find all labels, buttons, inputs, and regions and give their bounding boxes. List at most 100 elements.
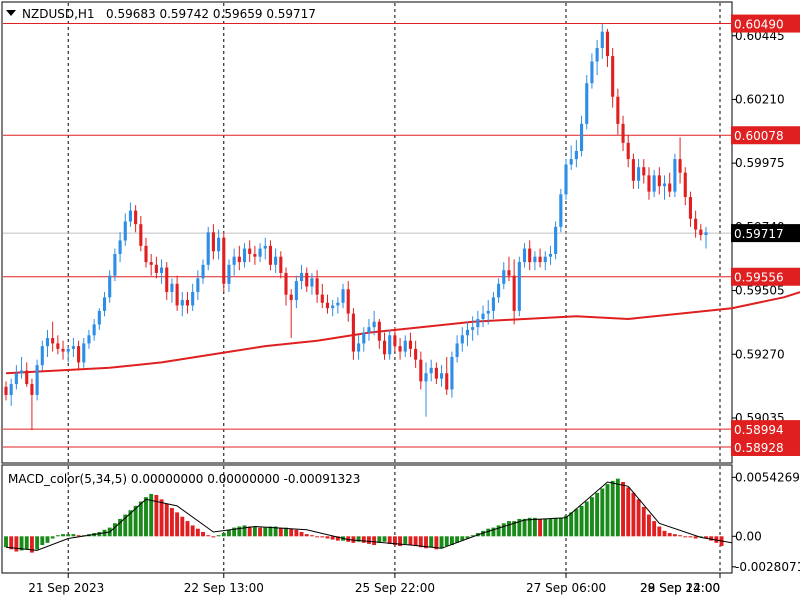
macd-bar	[278, 527, 283, 537]
macd-bar	[247, 526, 252, 537]
bull-candle	[460, 335, 464, 344]
collapse-triangle-icon[interactable]	[6, 10, 16, 16]
bear-candle	[77, 346, 81, 363]
macd-bar	[221, 533, 226, 537]
macd-bar	[164, 503, 169, 537]
bull-candle	[533, 256, 537, 263]
bull-candle	[201, 264, 205, 279]
level-label-box	[731, 267, 800, 286]
macd-bar	[315, 536, 320, 538]
macd-bar	[66, 534, 71, 537]
macd-bar	[434, 536, 439, 550]
macd-bar	[149, 493, 154, 537]
bear-candle	[699, 229, 703, 235]
bear-candle	[320, 294, 324, 303]
bear-candle	[621, 123, 625, 143]
bear-candle	[30, 384, 34, 395]
bear-candle	[657, 175, 661, 187]
bull-candle	[450, 356, 454, 390]
macd-bar	[268, 526, 273, 537]
bear-candle	[408, 340, 412, 349]
macd-bar	[76, 535, 81, 537]
bear-candle	[377, 321, 381, 341]
bull-candle	[600, 31, 604, 48]
macd-bar	[304, 534, 309, 537]
macd-bar	[538, 518, 543, 537]
macd-bar	[507, 521, 511, 537]
macd-bar	[367, 536, 371, 544]
bull-candle	[559, 194, 563, 227]
bull-candle	[580, 123, 584, 151]
bear-candle	[25, 370, 29, 385]
bull-candle	[357, 343, 361, 352]
bull-candle	[102, 297, 107, 311]
bear-candle	[528, 248, 532, 263]
macd-bar	[605, 484, 610, 537]
bear-candle	[611, 56, 615, 97]
time-axis: 21 Sep 2023 22 Sep 13:00 25 Sep 22:00 27 Se…	[28, 573, 721, 595]
macd-bar	[309, 535, 314, 537]
macd-bar	[429, 536, 434, 548]
macd-bar	[346, 536, 351, 542]
bull-candle	[35, 365, 39, 395]
macd-bar	[387, 536, 392, 544]
time-tick-label: 29 Sep 22:00	[640, 581, 720, 595]
macd-bar	[123, 514, 128, 537]
bear-candle	[538, 256, 542, 263]
level-label-box	[731, 14, 800, 33]
bull-candle	[300, 272, 304, 282]
macd-bar	[377, 536, 382, 543]
candles-layer	[4, 23, 708, 431]
macd-bar	[657, 526, 662, 537]
bull-candle	[595, 47, 599, 62]
bull-candle	[310, 278, 314, 287]
bull-candle	[258, 248, 262, 257]
macd-pane[interactable]: 0.0054269 0.00 -0.0028071 MACD_color(5,34,…	[1, 464, 800, 574]
macd-bar	[455, 536, 460, 543]
macd-bar	[501, 523, 506, 537]
macd-bar	[50, 536, 55, 539]
bull-candle	[232, 256, 236, 265]
level-label: 0.58928	[734, 441, 784, 455]
bear-candle	[393, 335, 397, 347]
bear-candle	[414, 348, 418, 360]
bear-candle	[279, 256, 283, 273]
bear-candle	[185, 300, 190, 306]
bull-candle	[554, 226, 558, 254]
bear-candle	[4, 386, 8, 395]
macd-bar	[392, 536, 397, 545]
macd-bar	[548, 518, 553, 537]
macd-signal-layer	[5, 481, 732, 551]
bull-candle	[160, 267, 164, 273]
macd-bar	[289, 528, 294, 537]
bull-candle	[585, 83, 589, 124]
bear-candle	[616, 96, 620, 124]
macd-bar	[626, 487, 631, 537]
bear-candle	[346, 289, 350, 314]
macd-bar	[465, 536, 470, 539]
macd-bar	[299, 531, 304, 537]
bear-candle	[51, 338, 55, 344]
macd-bar	[273, 526, 278, 537]
bull-candle	[196, 278, 200, 292]
bear-candle	[688, 197, 692, 219]
macd-bar	[159, 499, 164, 537]
bull-candle	[362, 332, 366, 344]
macd-title: MACD_color(5,34,5) 0.00000000 0.00000000…	[8, 472, 360, 486]
bull-candle	[113, 253, 117, 276]
macd-bar	[444, 536, 449, 547]
bull-candle	[206, 232, 210, 265]
price-pane[interactable]: 0.604450.602100.599750.597400.595050.592…	[1, 1, 800, 464]
macd-bar	[325, 536, 330, 539]
bear-candle	[382, 340, 387, 355]
current-price-box	[731, 224, 800, 243]
macd-bar	[128, 510, 133, 537]
time-tick-label: 27 Sep 06:00	[526, 581, 606, 595]
bear-candle	[631, 159, 635, 181]
macd-bar	[449, 536, 454, 545]
macd-bar	[232, 527, 237, 537]
bull-candle	[497, 283, 501, 298]
macd-bar	[190, 525, 195, 537]
macd-bar	[398, 536, 403, 547]
